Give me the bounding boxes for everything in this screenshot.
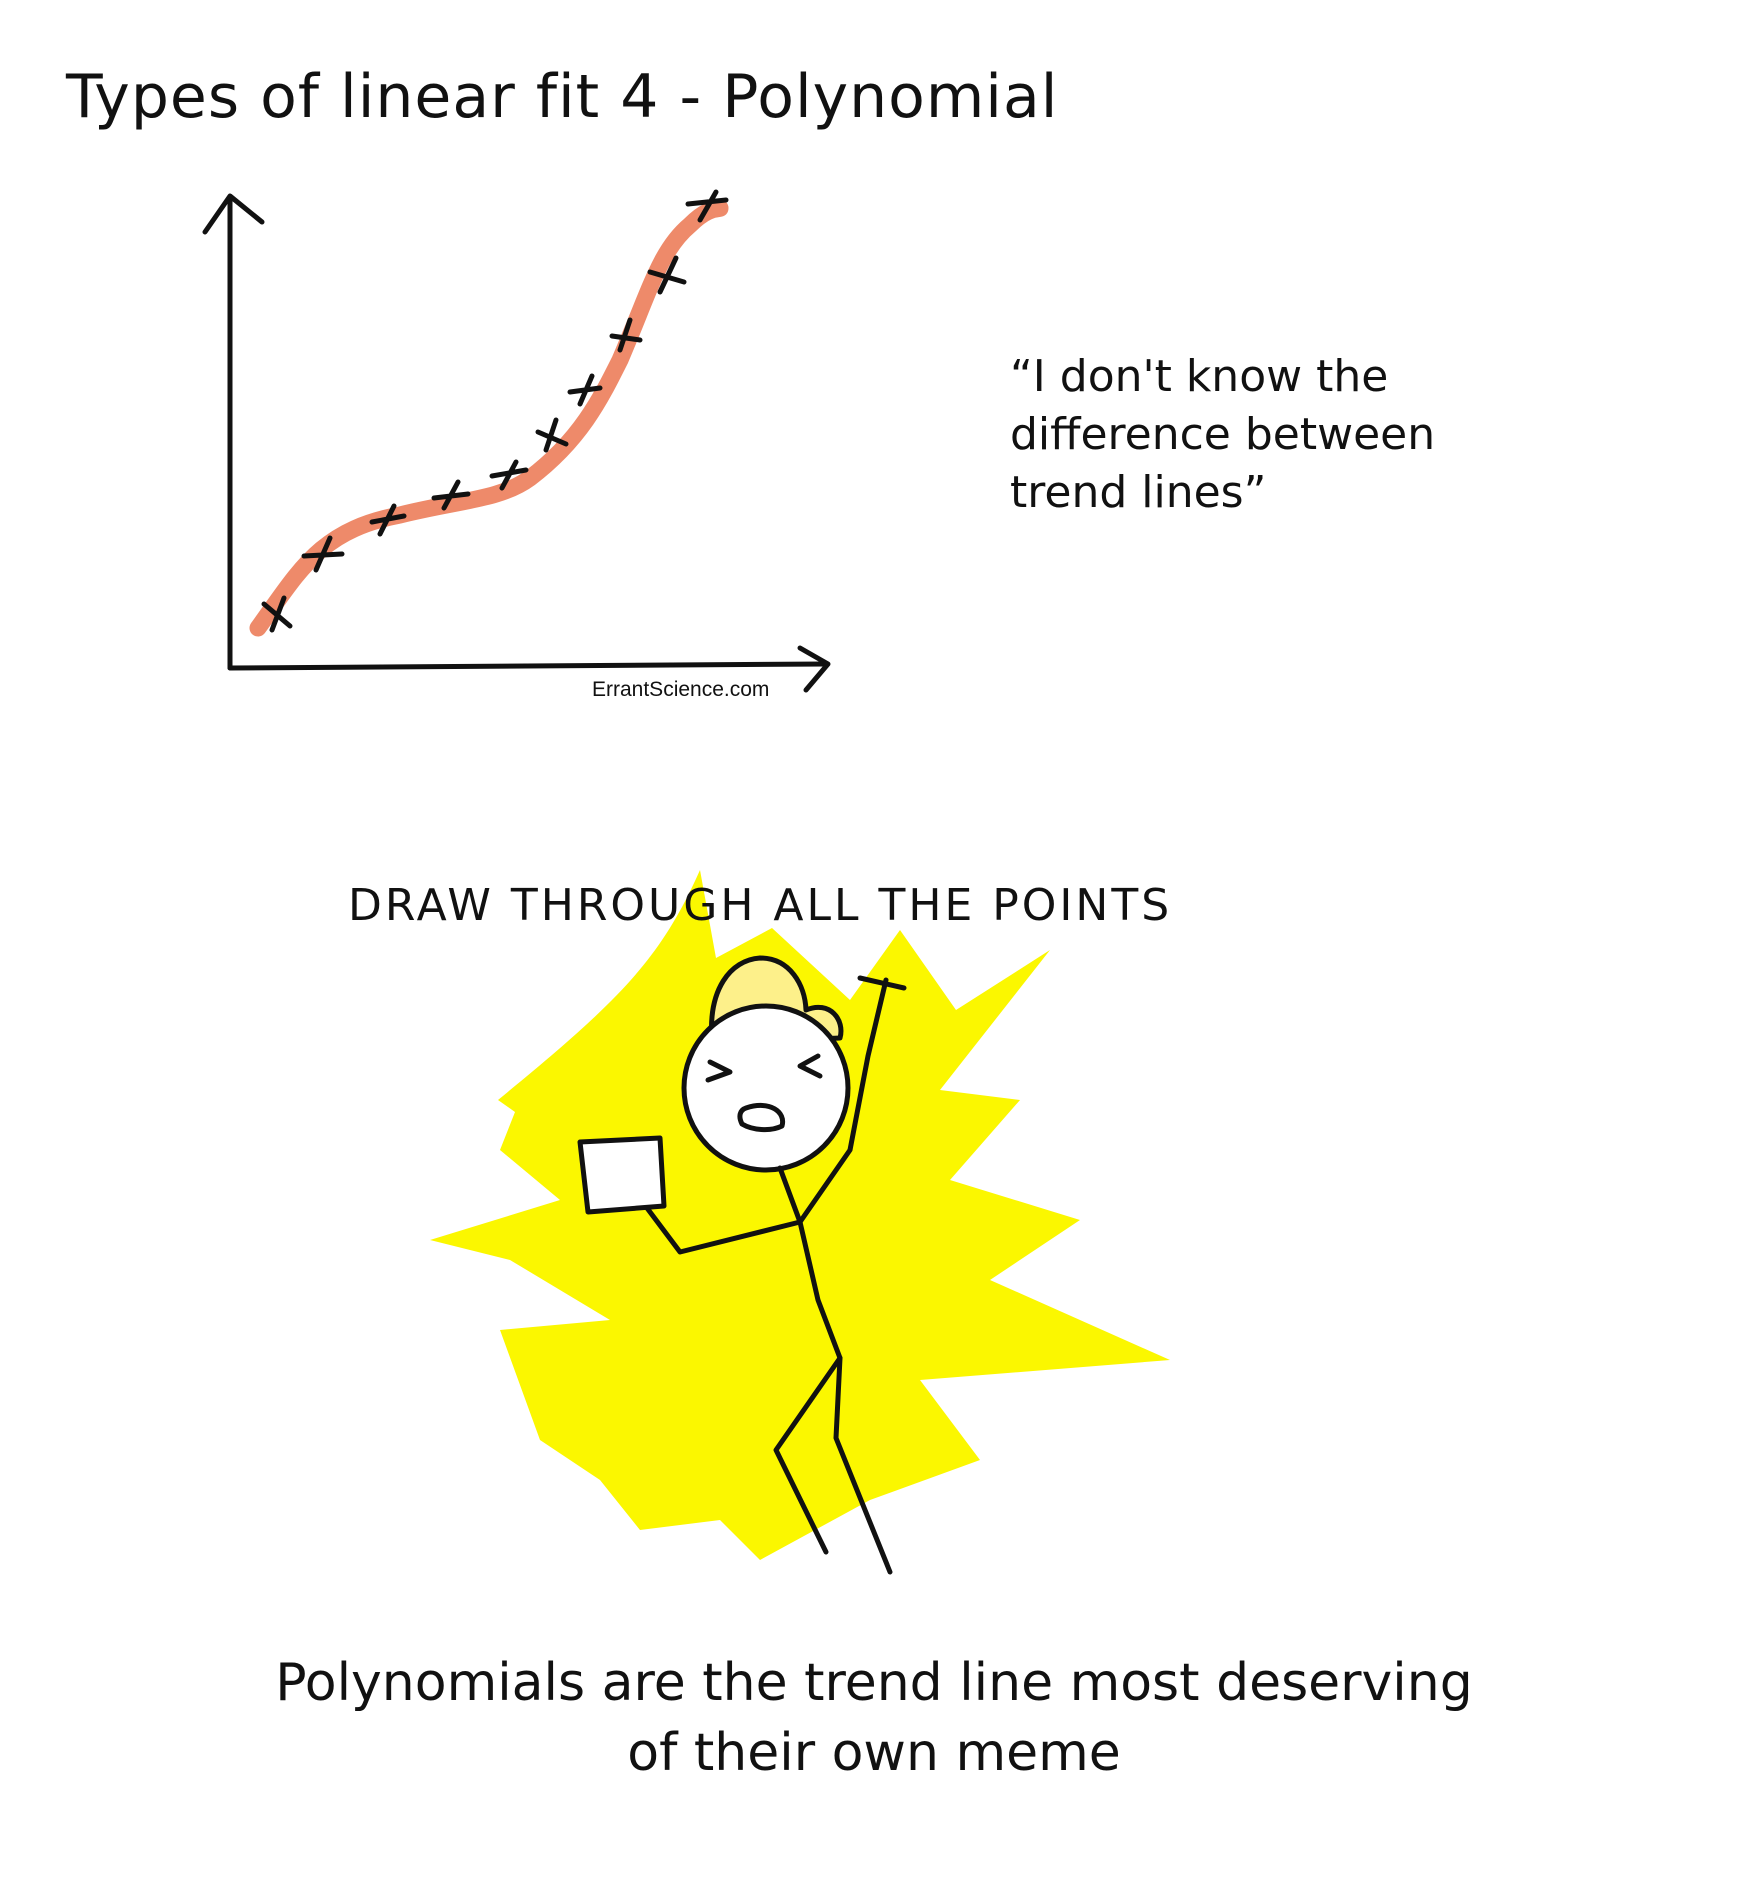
data-point-marks — [261, 189, 729, 633]
head — [681, 1003, 851, 1173]
right-arm — [797, 977, 889, 1225]
shout-text: DRAW THROUGH ALL THE POINTS — [348, 880, 1173, 931]
quote-text: “I don't know the difference between tre… — [1010, 351, 1436, 518]
x-axis — [227, 661, 829, 671]
cross-mark-icon — [301, 535, 345, 573]
left-leg — [773, 1355, 843, 1555]
cross-mark-icon — [647, 255, 687, 295]
y-axis-arrow-icon — [202, 193, 265, 235]
right-leg — [833, 1355, 893, 1575]
stick-figure-icon — [577, 955, 907, 1575]
left-eye — [705, 1059, 733, 1083]
cross-mark-icon — [609, 317, 643, 353]
cross-mark-icon — [489, 459, 529, 491]
cross-mark-icon — [567, 373, 603, 407]
chart — [202, 189, 831, 693]
cross-mark-icon — [685, 189, 729, 223]
paper-icon — [577, 1135, 667, 1215]
right-eye — [797, 1053, 823, 1079]
cross-mark-icon — [369, 503, 407, 537]
x-axis-arrow-icon — [797, 645, 831, 693]
caption-text: Polynomials are the trend line most dese… — [275, 1653, 1473, 1783]
cross-mark-icon — [535, 417, 569, 453]
polynomial-trend-line — [249, 199, 729, 637]
cross-mark-icon — [431, 479, 471, 511]
cross-mark-icon — [261, 595, 293, 633]
site-credit: ErrantScience.com — [592, 678, 770, 701]
chalk-marker — [857, 975, 907, 991]
comic-title: Types of linear fit 4 - Polynomial — [66, 62, 1059, 132]
mouth — [737, 1102, 786, 1133]
body — [777, 1165, 843, 1361]
